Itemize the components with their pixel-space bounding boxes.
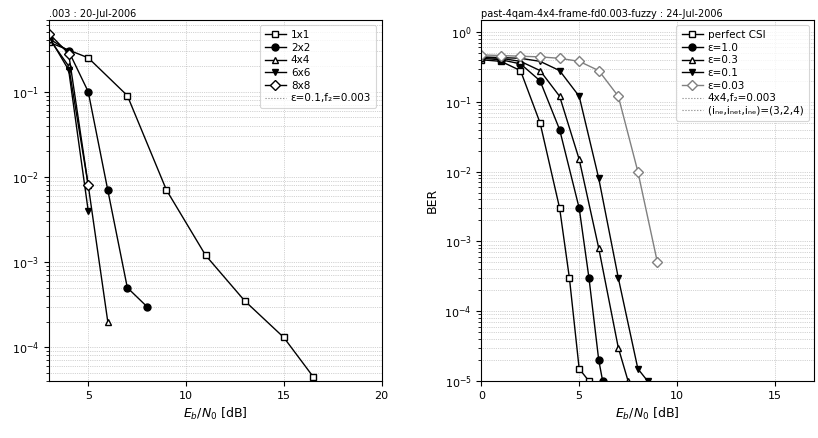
Text: .003 : 20-Jul-2006: .003 : 20-Jul-2006 bbox=[49, 9, 137, 19]
Legend: perfect CSI, ε=1.0, ε=0.3, ε=0.1, ε=0.03, 4x4,f₂=0.003, (iₙₑ,iₙₑₜ,iₙₑ⁣)=(3,2,4): perfect CSI, ε=1.0, ε=0.3, ε=0.1, ε=0.03… bbox=[676, 25, 809, 121]
Text: past-4qam-4x4-frame-fd0.003-fuzzy : 24-Jul-2006: past-4qam-4x4-frame-fd0.003-fuzzy : 24-J… bbox=[481, 9, 723, 19]
X-axis label: $E_b/N_0$ [dB]: $E_b/N_0$ [dB] bbox=[615, 406, 680, 422]
X-axis label: $E_b/N_0$ [dB]: $E_b/N_0$ [dB] bbox=[183, 406, 248, 422]
Y-axis label: BER: BER bbox=[425, 188, 438, 213]
Legend: 1x1, 2x2, 4x4, 6x6, 8x8, ε=0.1,f₂=0.003: 1x1, 2x2, 4x4, 6x6, 8x8, ε=0.1,f₂=0.003 bbox=[259, 25, 376, 108]
